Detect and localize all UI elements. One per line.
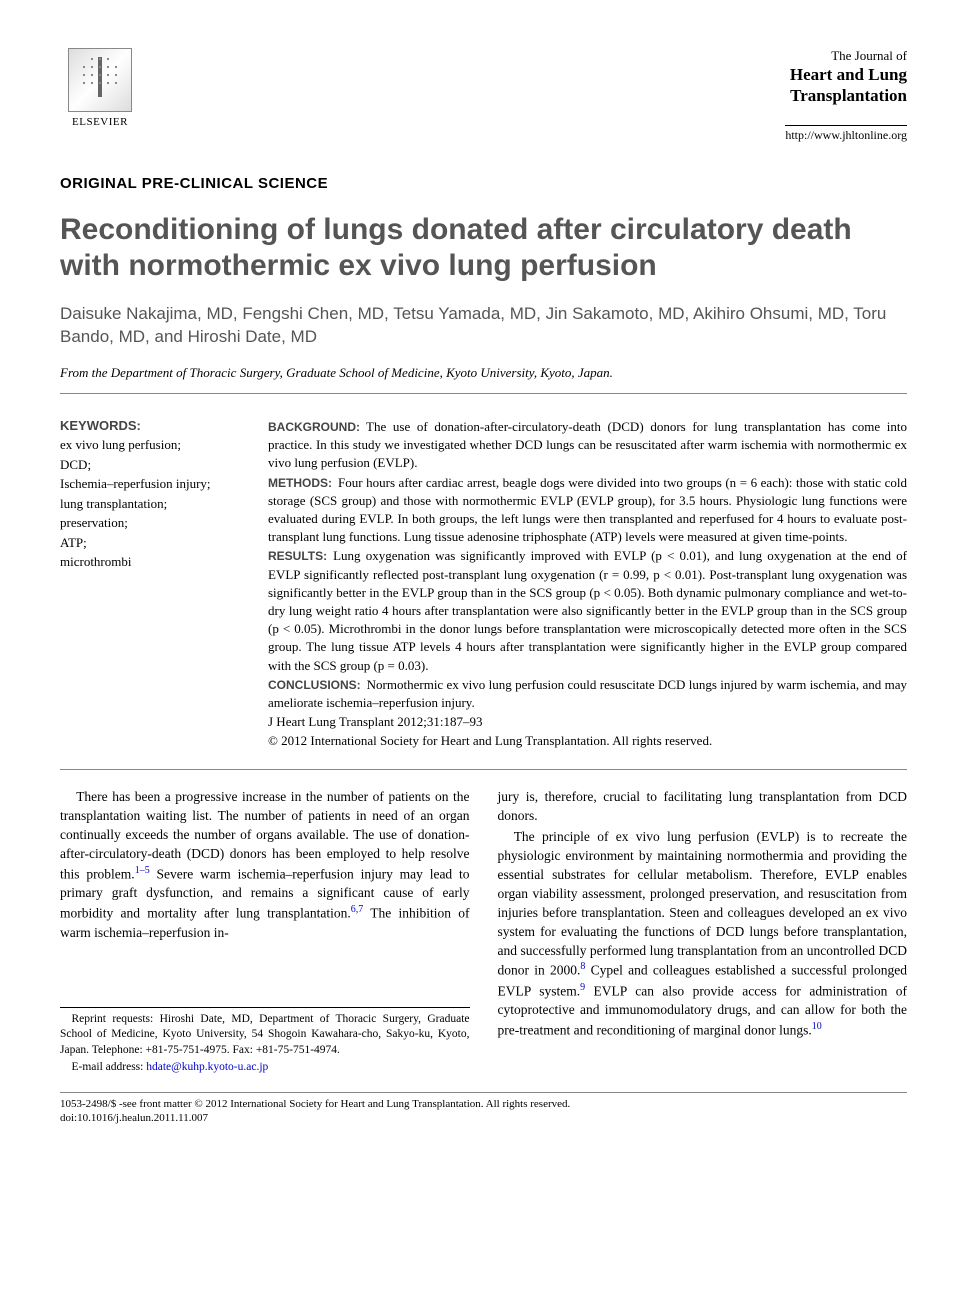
body-paragraph-1: There has been a progressive increase in…: [60, 788, 470, 942]
journal-name-line1: Heart and Lung: [785, 64, 907, 85]
abstract-copyright: © 2012 International Society for Heart a…: [268, 732, 907, 750]
article-type: ORIGINAL PRE-CLINICAL SCIENCE: [60, 175, 907, 192]
publisher-logo: ELSEVIER: [60, 48, 140, 138]
journal-name-line2: Transplantation: [785, 85, 907, 106]
methods-text: Four hours after cardiac arrest, beagle …: [268, 475, 907, 545]
results-text: Lung oxygenation was significantly impro…: [268, 548, 907, 672]
body-paragraph-3: The principle of ex vivo lung perfusion …: [498, 828, 908, 1040]
keywords-column: KEYWORDS: ex vivo lung perfusion; DCD; I…: [60, 418, 240, 751]
divider: [60, 393, 907, 394]
abstract-citation: J Heart Lung Transplant 2012;31:187–93: [268, 713, 907, 731]
divider: [60, 769, 907, 770]
body-text: jury is, therefore, crucial to facilitat…: [498, 789, 908, 823]
abstract-conclusions: CONCLUSIONS:Normothermic ex vivo lung pe…: [268, 676, 907, 712]
footer-copyright: 1053-2498/$ -see front matter © 2012 Int…: [60, 1097, 907, 1111]
body-paragraph-2: jury is, therefore, crucial to facilitat…: [498, 788, 908, 826]
abstract-background: BACKGROUND:The use of donation-after-cir…: [268, 418, 907, 473]
background-label: BACKGROUND:: [268, 420, 360, 434]
article-title: Reconditioning of lungs donated after ci…: [60, 212, 907, 284]
citation-ref[interactable]: 10: [812, 1021, 822, 1032]
reprint-request: Reprint requests: Hiroshi Date, MD, Depa…: [60, 1012, 470, 1059]
citation-ref[interactable]: 6,7: [351, 904, 364, 915]
journal-block: The Journal of Heart and Lung Transplant…: [785, 48, 907, 143]
article-body: There has been a progressive increase in…: [60, 788, 907, 1075]
journal-url[interactable]: http://www.jhltonline.org: [785, 125, 907, 143]
keywords-list: ex vivo lung perfusion; DCD; Ischemia–re…: [60, 435, 240, 572]
conclusions-text: Normothermic ex vivo lung perfusion coul…: [268, 677, 907, 710]
email-link[interactable]: hdate@kuhp.kyoto-u.ac.jp: [146, 1061, 268, 1073]
abstract-results: RESULTS:Lung oxygenation was significant…: [268, 547, 907, 674]
author-list: Daisuke Nakajima, MD, Fengshi Chen, MD, …: [60, 302, 907, 350]
divider: [60, 1092, 907, 1093]
publisher-name: ELSEVIER: [72, 116, 128, 128]
email-line: E-mail address: hdate@kuhp.kyoto-u.ac.jp: [60, 1060, 470, 1076]
body-text: The principle of ex vivo lung perfusion …: [498, 829, 908, 978]
keywords-heading: KEYWORDS:: [60, 418, 240, 433]
elsevier-tree-icon: [68, 48, 132, 112]
email-label: E-mail address:: [72, 1061, 147, 1073]
citation-ref[interactable]: 1–5: [135, 865, 150, 876]
abstract-block: KEYWORDS: ex vivo lung perfusion; DCD; I…: [60, 418, 907, 751]
page-header: ELSEVIER The Journal of Heart and Lung T…: [60, 48, 907, 143]
affiliation: From the Department of Thoracic Surgery,…: [60, 365, 907, 381]
journal-intro: The Journal of: [785, 48, 907, 64]
results-label: RESULTS:: [268, 549, 327, 563]
methods-label: METHODS:: [268, 476, 332, 490]
abstract-methods: METHODS:Four hours after cardiac arrest,…: [268, 474, 907, 547]
conclusions-label: CONCLUSIONS:: [268, 678, 361, 692]
background-text: The use of donation-after-circulatory-de…: [268, 419, 907, 470]
footer-doi: doi:10.1016/j.healun.2011.11.007: [60, 1111, 907, 1125]
abstract-column: BACKGROUND:The use of donation-after-cir…: [268, 418, 907, 751]
footnote-block: Reprint requests: Hiroshi Date, MD, Depa…: [60, 1007, 470, 1076]
